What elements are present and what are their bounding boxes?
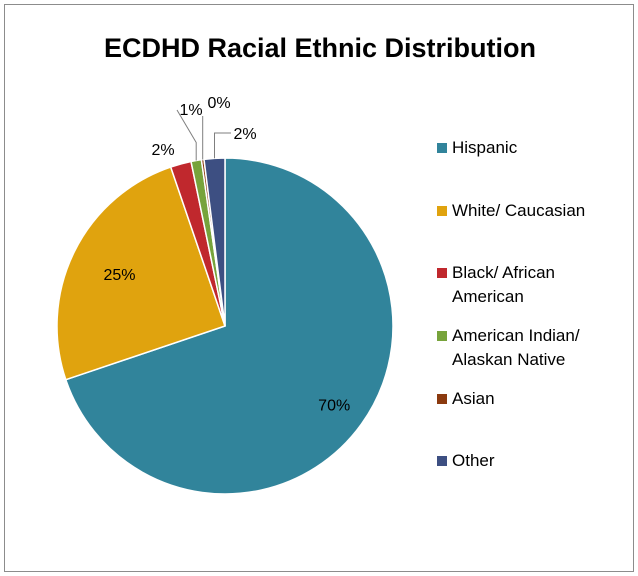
legend: Hispanic White/ Caucasian Black/ African Am…	[437, 138, 585, 470]
legend-label-2: White/ Caucasian	[452, 201, 585, 220]
data-labels: 70%25%2%1% 0%2%	[103, 95, 350, 414]
data-label-4: 1%	[179, 102, 202, 119]
legend-label-6: Other	[452, 451, 495, 470]
legend-swatch-5	[437, 394, 447, 404]
pie-slices	[56, 157, 394, 495]
pie-slice-2	[56, 166, 226, 381]
legend-swatch-3	[437, 268, 447, 278]
data-label-1: 70%	[318, 397, 350, 414]
legend-label-3-line-2: American	[452, 287, 524, 306]
leader-line-6	[214, 132, 231, 159]
legend-swatch-2	[437, 206, 447, 216]
pie-slice-1	[64, 157, 394, 495]
data-label-3: 2%	[151, 142, 174, 159]
legend-label-4-line-2: Alaskan Native	[452, 350, 565, 369]
data-label-5: 0%	[207, 95, 230, 112]
data-label-6: 2%	[233, 126, 256, 143]
leader-line-4	[176, 109, 197, 161]
legend-label-3-line-1: Black/ African	[452, 263, 555, 282]
data-label-2: 25%	[103, 267, 135, 284]
legend-label-1: Hispanic	[452, 138, 518, 157]
legend-swatch-6	[437, 456, 447, 466]
leader-lines	[176, 109, 231, 161]
pie-slice-6	[203, 157, 226, 327]
chart-frame: ECDHD Racial Ethnic Distribution 70% 25% 2…	[4, 4, 634, 572]
chart-title: ECDHD Racial Ethnic Distribution	[103, 33, 537, 63]
legend-label-5: Asian	[452, 389, 495, 408]
legend-swatch-1	[437, 143, 447, 153]
legend-swatch-4	[437, 331, 447, 341]
legend-label-4-line-1: American Indian/	[452, 326, 580, 345]
